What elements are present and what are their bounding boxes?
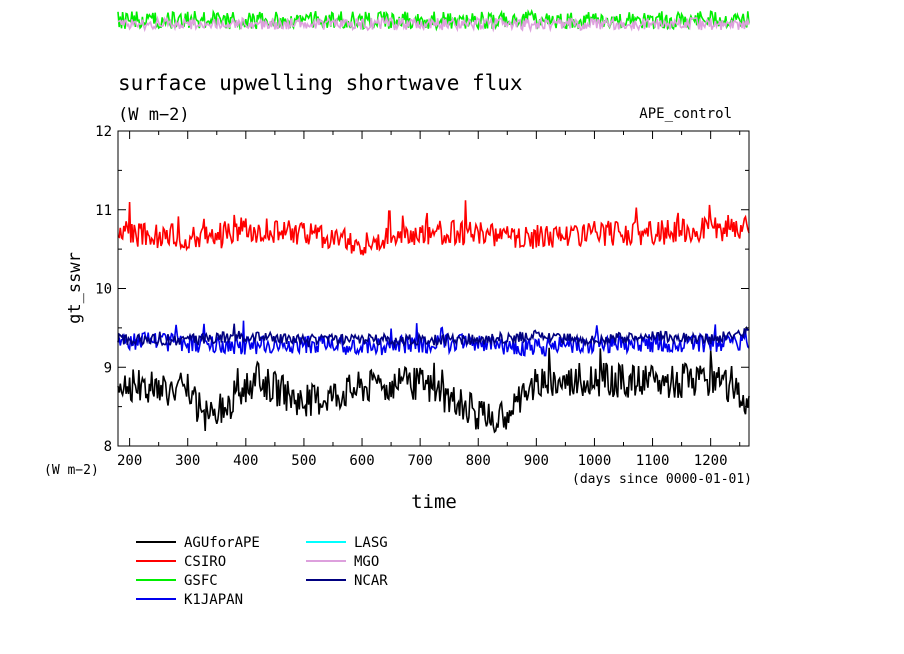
x-axis-label: time [411, 491, 457, 513]
y-tick-label: 8 [104, 439, 112, 455]
plot-frame [117, 130, 750, 447]
legend-label: K1JAPAN [184, 592, 243, 608]
chart-title: surface upwelling shortwave flux [118, 71, 523, 95]
legend-label: CSIRO [184, 554, 226, 570]
legend-label: NCAR [354, 573, 388, 589]
x-tick-label: 600 [349, 453, 374, 469]
chart-annotation: APE_control [639, 106, 732, 122]
strip-line-MGO [117, 15, 750, 33]
legend-label: MGO [354, 554, 379, 570]
legend-label: AGUforAPE [184, 535, 260, 551]
x-tick-label: 300 [175, 453, 200, 469]
x-tick-label: 800 [466, 453, 491, 469]
legend-label: LASG [354, 535, 388, 551]
x-tick-label: 900 [524, 453, 549, 469]
x-tick-label: 400 [233, 453, 258, 469]
series-line-AGUforAPE [117, 347, 750, 434]
legend-label: GSFC [184, 573, 218, 589]
x-tick-label: 500 [291, 453, 316, 469]
series-layer [117, 200, 750, 434]
x-tick-label: 1100 [636, 453, 670, 469]
series-line-CSIRO [117, 200, 750, 256]
legend: AGUforAPE CSIRO GSFC K1JAPAN LASG MGO NCAR [136, 535, 388, 608]
y-tick-label: 10 [95, 282, 112, 298]
y-unit-label: (W m−2) [44, 463, 99, 478]
x-unit-label: (days since 0000-01-01) [572, 472, 752, 487]
offscale-strip [117, 8, 750, 33]
strip-line-GSFC [117, 8, 750, 32]
axes-layer: 200 300 400 500 600 700 800 900 1000 1100 1200 8 9 10… [95, 124, 749, 469]
x-tick-label: 700 [407, 453, 432, 469]
y-tick-label: 12 [95, 124, 112, 140]
y-axis-label: gt_sswr [65, 252, 85, 324]
series-line-K1JAPAN [117, 320, 750, 357]
y-tick-label: 9 [104, 360, 112, 376]
chart-subtitle: (W m−2) [118, 105, 190, 125]
y-tick-label: 11 [95, 203, 112, 219]
series-line-NCAR [117, 323, 750, 350]
x-tick-label: 1200 [694, 453, 728, 469]
x-tick-label: 200 [117, 453, 142, 469]
x-tick-label: 1000 [578, 453, 612, 469]
